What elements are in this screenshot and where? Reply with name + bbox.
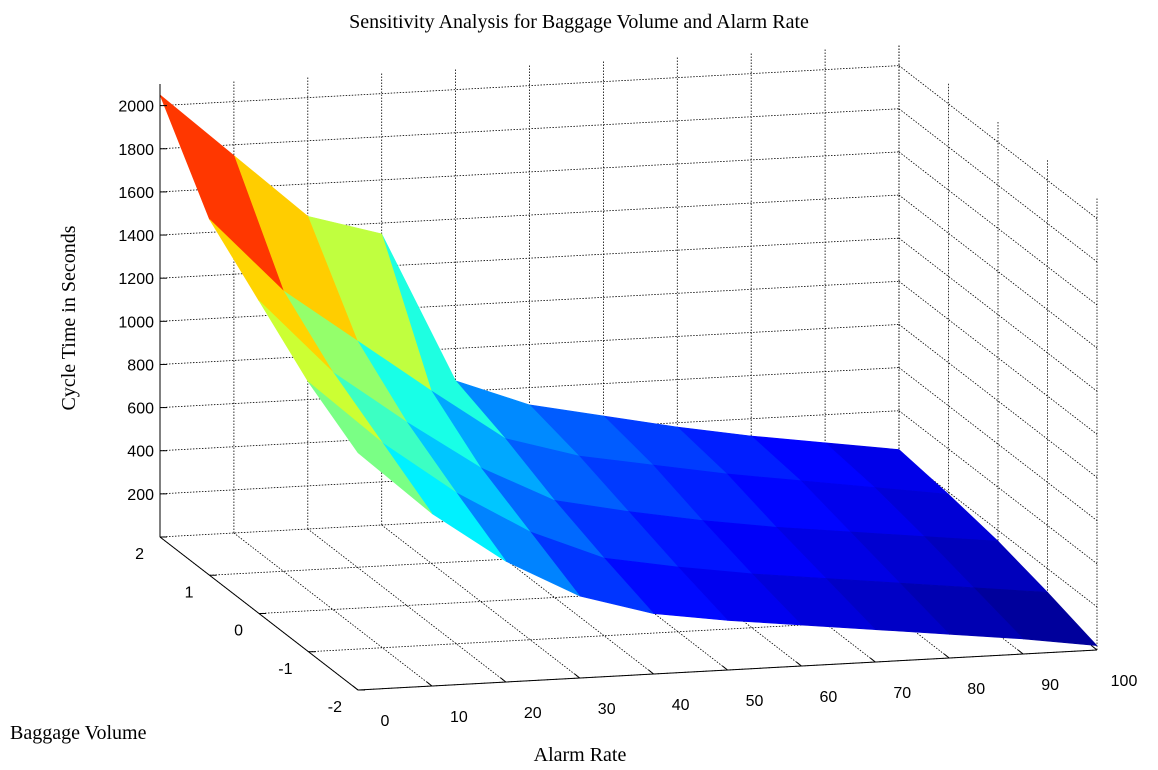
y-tick-label: 1	[185, 584, 194, 601]
z-tick-label: 2000	[118, 99, 154, 116]
x-tick-label: 10	[450, 709, 468, 726]
z-tick-label: 600	[127, 401, 154, 418]
grid-line	[308, 611, 1048, 653]
z-tick-label: 200	[127, 487, 154, 504]
z-tick-label: 800	[127, 357, 154, 374]
y-tick-label: 0	[234, 623, 243, 640]
y-tick-label: 2	[135, 546, 144, 563]
tick-mark	[352, 685, 359, 691]
tick-mark	[943, 653, 950, 659]
x-tick-label: 50	[746, 693, 764, 710]
tick-mark	[574, 673, 581, 679]
z-tick-label: 1200	[118, 271, 154, 288]
z-tick-label: 1400	[118, 228, 154, 245]
x-axis-label: Alarm Rate	[534, 744, 627, 766]
chart-title: Sensitivity Analysis for Baggage Volume …	[349, 11, 809, 33]
x-tick-label: 40	[672, 697, 690, 714]
tick-mark	[648, 669, 654, 675]
grid-line	[159, 65, 900, 107]
grid-line	[898, 65, 1098, 219]
grid-line	[159, 367, 900, 408]
z-tick-label: 1000	[118, 314, 154, 331]
x-tick-label: 80	[967, 681, 985, 698]
x-tick-label: 70	[893, 685, 911, 702]
z-tick-label: 1600	[118, 185, 154, 202]
surface	[159, 94, 1098, 647]
surface-patch	[308, 381, 433, 514]
x-tick-label: 20	[524, 705, 542, 722]
grid-line	[898, 194, 1098, 349]
x-tick-label: 100	[1111, 673, 1138, 690]
tick-mark	[796, 661, 802, 667]
tick-mark	[426, 681, 433, 687]
x-tick-label: 30	[598, 701, 616, 718]
z-tick-label: 400	[127, 444, 154, 461]
tick-mark	[722, 665, 728, 671]
y-axis-label: Baggage Volume	[10, 722, 147, 744]
tick-mark	[869, 657, 876, 663]
x-tick-label: 90	[1041, 677, 1059, 694]
z-tick-label: 1800	[118, 142, 154, 159]
z-axis-label: Cycle Time in Seconds	[58, 225, 80, 410]
tick-mark	[500, 677, 507, 683]
y-tick-label: -1	[278, 661, 292, 678]
tick-mark	[1017, 649, 1024, 655]
grid-line	[159, 324, 900, 365]
x-tick-label: 60	[820, 689, 838, 706]
x-tick-label: 0	[381, 713, 390, 730]
grid-line	[159, 151, 900, 193]
grid-line	[159, 108, 900, 150]
y-tick-label: -2	[328, 699, 342, 716]
tick-mark	[1091, 645, 1098, 651]
